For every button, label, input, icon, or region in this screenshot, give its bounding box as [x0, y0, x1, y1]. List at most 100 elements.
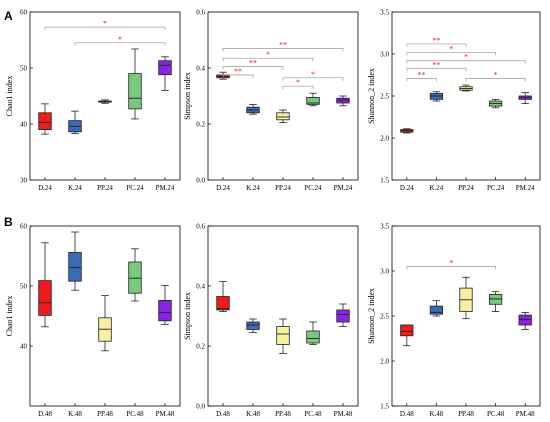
y-tick-label: 0.6 [196, 9, 205, 17]
x-tick-label: D.24 [216, 184, 230, 192]
x-tick-label: PM.48 [516, 410, 535, 418]
box-PM.24 [336, 95, 350, 107]
x-tick-label: K.24 [68, 184, 82, 192]
plot-frame [207, 225, 359, 407]
plot-a-2: 0.0 0.2 0.4 0.6 Simpson index D.24 K.24 PP.24 PC… [183, 9, 359, 192]
bracket-line [465, 78, 526, 82]
box-body [128, 261, 142, 294]
box-PM.48 [518, 311, 532, 330]
y-tick-label: 0.0 [196, 403, 205, 411]
significance-bracket: * [222, 50, 314, 62]
significance-bracket: ** [222, 59, 284, 70]
plot-frame [391, 11, 541, 181]
box-D.24 [400, 128, 414, 134]
y-tick-label: 0.2 [196, 121, 205, 129]
box-D.48 [38, 242, 52, 328]
box-K.48 [429, 300, 444, 317]
significance-star: ** [432, 60, 440, 69]
y-tick-label: 50 [20, 283, 28, 291]
bracket-line [44, 26, 166, 31]
y-tick-label: 1.5 [380, 177, 389, 185]
box-PC.48 [488, 291, 503, 312]
significance-bracket: ** [406, 36, 467, 47]
significance-bracket: ** [222, 67, 254, 78]
y-tick-label: 0.0 [196, 177, 205, 185]
significance-star: * [311, 70, 315, 79]
bracket-line [282, 77, 344, 81]
bracket-line [406, 67, 467, 72]
x-tick-label: D.24 [400, 184, 414, 192]
box-body [400, 324, 414, 337]
significance-bracket: ** [406, 70, 437, 82]
x-tick-label: PM.24 [334, 184, 353, 192]
bracket-line [222, 57, 314, 62]
significance-bracket: * [44, 19, 166, 31]
x-tick-label: K.24 [429, 184, 443, 192]
box-K.24 [68, 110, 82, 134]
significance-star: * [266, 50, 270, 59]
x-tick-label: PM.24 [516, 184, 535, 192]
y-axis-label: Chao1 index [5, 76, 14, 117]
y-tick-label: 0.6 [196, 223, 205, 231]
significance-bracket: * [74, 35, 166, 46]
box-PM.48 [336, 303, 350, 327]
x-tick-label: PP.48 [97, 410, 113, 418]
box-body [158, 60, 172, 76]
box-body [276, 112, 290, 121]
box-PM.24 [158, 56, 172, 91]
significance-star: * [118, 35, 122, 44]
significance-bracket: * [406, 259, 496, 270]
significance-bracket: * [282, 70, 344, 81]
significance-bracket: * [406, 53, 526, 64]
x-tick-label: PC.24 [126, 184, 144, 192]
y-tick-label: 0.4 [196, 283, 205, 291]
bracket-line [406, 51, 496, 56]
y-tick-label: 0.2 [196, 343, 205, 351]
significance-star: * [296, 78, 300, 87]
box-PP.48 [459, 276, 473, 320]
x-tick-label: K.24 [246, 184, 260, 192]
x-tick-label: D.48 [400, 410, 414, 418]
x-tick-label: K.48 [68, 410, 82, 418]
x-tick-label: PC.48 [126, 410, 144, 418]
panel-label-b: B [4, 215, 13, 229]
box-PP.48 [276, 318, 290, 354]
y-tick-label: 3.0 [380, 51, 389, 59]
significance-bracket: * [282, 78, 314, 90]
x-tick-label: PP.48 [458, 410, 474, 418]
box-body [518, 314, 532, 326]
box-body [429, 305, 444, 315]
box-D.48 [400, 324, 414, 347]
bracket-line [282, 85, 314, 90]
significance-star: * [449, 44, 453, 53]
bracket-line [222, 74, 254, 78]
x-tick-label: PM.48 [156, 410, 175, 418]
box-body [38, 112, 52, 131]
plot-a-1: 30 40 50 60 Chao1 index D.24 K.24 PP.24 PC.24 PM.… [5, 9, 181, 192]
bracket-line [406, 78, 437, 82]
significance-star: * [464, 53, 468, 62]
significance-bracket: ** [406, 60, 467, 72]
significance-star: ** [249, 59, 257, 68]
significance-bracket: * [406, 44, 496, 56]
significance-bracket: ** [222, 40, 344, 52]
significance-star: ** [234, 67, 242, 76]
y-axis-label: Chao1 index [5, 296, 14, 337]
x-tick-label: PP.24 [458, 184, 474, 192]
x-tick-label: D.24 [38, 184, 52, 192]
box-body [306, 97, 320, 105]
y-tick-label: 2.5 [380, 313, 389, 321]
box-body [336, 309, 350, 323]
box-K.24 [429, 91, 444, 102]
y-axis-label: Simpson index [183, 292, 192, 340]
x-tick-label: PC.24 [304, 184, 322, 192]
significance-star: ** [432, 36, 440, 45]
bracket-line [406, 266, 496, 270]
y-tick-label: 3.5 [380, 223, 389, 231]
plot-b-3: 1.5 2.0 2.5 3.0 3.5 Shannon_2 index D.48 K.48 PP… [367, 223, 541, 418]
box-D.24 [38, 103, 52, 135]
box-body [488, 293, 503, 305]
box-PC.24 [488, 98, 503, 109]
box-PC.24 [128, 48, 142, 120]
